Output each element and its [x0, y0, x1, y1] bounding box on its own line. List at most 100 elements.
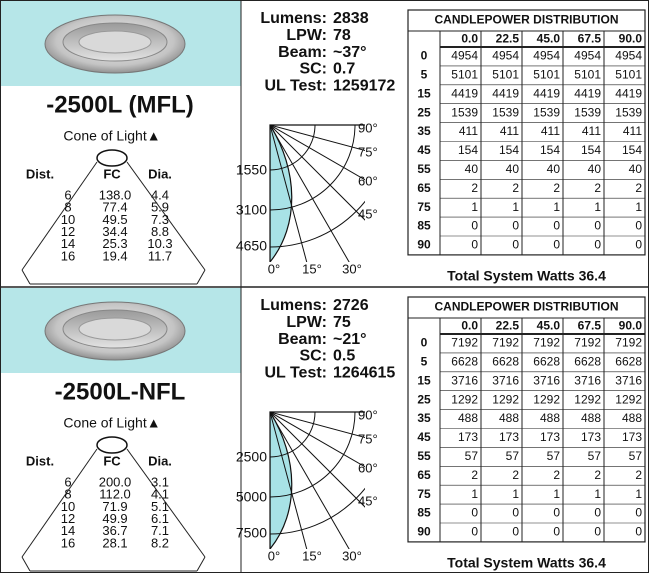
- table-cell: 6628: [451, 355, 478, 369]
- cone-cell: 6: [64, 187, 71, 202]
- cone-source: [96, 149, 128, 167]
- table-cell: 7192: [492, 336, 519, 350]
- table-cell: 2: [512, 181, 519, 195]
- cone-cell: 34.4: [102, 224, 127, 239]
- table-header: 0.0: [461, 32, 478, 46]
- downlight-lamp: [78, 317, 152, 341]
- stat-value: 2726: [333, 297, 369, 314]
- table-row-angle: 85: [417, 219, 431, 233]
- cone-cell: 8.2: [151, 535, 169, 550]
- polar-angle-label: 90°: [358, 120, 378, 135]
- stat-value: 0.5: [333, 348, 355, 365]
- table-cell: 173: [499, 430, 519, 444]
- table-cell: 411: [459, 124, 478, 138]
- table-cell: 1539: [574, 105, 601, 119]
- cone-header: Dist.: [26, 166, 54, 181]
- table-row-angle: 90: [417, 238, 431, 252]
- table-cell: 5101: [533, 68, 560, 82]
- polar-intensity-label: 2500: [236, 449, 267, 465]
- table-cell: 0: [635, 238, 642, 252]
- table-cell: 3716: [615, 373, 642, 387]
- table-cell: 4419: [574, 86, 601, 100]
- table-cell: 1539: [492, 105, 519, 119]
- cone-edge: [196, 556, 206, 572]
- table-cell: 1292: [451, 392, 478, 406]
- table-row-angle: 90: [417, 525, 431, 539]
- table-cell: 1539: [533, 105, 560, 119]
- table-cell: 0: [553, 238, 560, 252]
- table-cell: 2: [471, 468, 478, 482]
- table-cell: 4954: [574, 49, 601, 63]
- table-cell: 154: [458, 143, 478, 157]
- table-header: 90.0: [619, 319, 643, 333]
- polar-distribution: [270, 412, 293, 549]
- table-cell: 173: [458, 430, 478, 444]
- table-cell: 2: [594, 468, 601, 482]
- table-row-angle: 25: [417, 105, 431, 119]
- table-cell: 4954: [615, 49, 642, 63]
- table-cell: 7192: [615, 336, 642, 350]
- cone-cell: 3.1: [151, 474, 169, 489]
- table-row-angle: 55: [417, 162, 431, 176]
- cone-cell: 14: [61, 236, 75, 251]
- table-cell: 7192: [533, 336, 560, 350]
- table-header: 22.5: [496, 319, 520, 333]
- table-cell: 40: [629, 162, 643, 176]
- table-title: CANDLEPOWER DISTRIBUTION: [435, 13, 619, 27]
- table-cell: 6628: [574, 355, 601, 369]
- cone-edge: [196, 269, 206, 285]
- cone-title: Cone of Light▲: [63, 128, 160, 144]
- table-cell: 5101: [615, 68, 642, 82]
- stat-label: Beam:: [278, 44, 327, 61]
- table-cell: 411: [623, 124, 642, 138]
- cone-cell: 16: [61, 535, 75, 550]
- table-cell: 2: [635, 181, 642, 195]
- table-cell: 1: [471, 200, 478, 214]
- table-cell: 2: [471, 181, 478, 195]
- table-cell: 0: [635, 219, 642, 233]
- table-cell: 0: [635, 506, 642, 520]
- table-frame: [407, 9, 646, 256]
- polar-angle-label: 15°: [302, 261, 322, 276]
- table-cell: 57: [588, 449, 602, 463]
- table-cell: 2: [553, 181, 560, 195]
- table-cell: 57: [465, 449, 479, 463]
- polar-ray: [270, 125, 350, 262]
- table-cell: 2: [635, 468, 642, 482]
- table-cell: 154: [622, 143, 642, 157]
- table-cell: 1: [512, 200, 519, 214]
- table-cell: 2: [512, 468, 519, 482]
- stat-label: SC:: [299, 61, 327, 78]
- cone-cell: 200.0: [99, 474, 132, 489]
- table-cell: 411: [541, 124, 560, 138]
- cone-cell: 16: [61, 248, 75, 263]
- table-cell: 1: [635, 487, 642, 501]
- cone-cell: 10.3: [147, 236, 172, 251]
- cone-cell: 7.1: [151, 523, 169, 538]
- table-row-angle: 65: [417, 181, 431, 195]
- table-cell: 154: [499, 143, 519, 157]
- table-cell: 411: [582, 124, 601, 138]
- table-cell: 6628: [492, 355, 519, 369]
- table-row-angle: 15: [417, 86, 431, 100]
- table-cell: 0: [553, 219, 560, 233]
- table-cell: 1539: [615, 105, 642, 119]
- cone-cell: 4.1: [151, 487, 169, 502]
- table-cell: 1: [635, 200, 642, 214]
- table-cell: 5101: [574, 68, 601, 82]
- table-cell: 154: [540, 143, 560, 157]
- table-row-angle: 45: [417, 143, 431, 157]
- polar-angle-label: 75°: [358, 431, 378, 446]
- polar-angle-label: 0°: [268, 548, 280, 563]
- stat-value: ~21°: [333, 331, 367, 348]
- table-cell: 0: [512, 238, 519, 252]
- table-cell: 1292: [492, 392, 519, 406]
- polar-ray: [270, 125, 308, 262]
- polar-ray: [270, 412, 308, 549]
- polar-ray: [270, 125, 365, 221]
- stat-value: 1264615: [333, 364, 395, 381]
- table-header: 67.5: [578, 32, 602, 46]
- table-cell: 1292: [533, 392, 560, 406]
- table-cell: 0: [594, 219, 601, 233]
- table-cell: 3716: [574, 373, 601, 387]
